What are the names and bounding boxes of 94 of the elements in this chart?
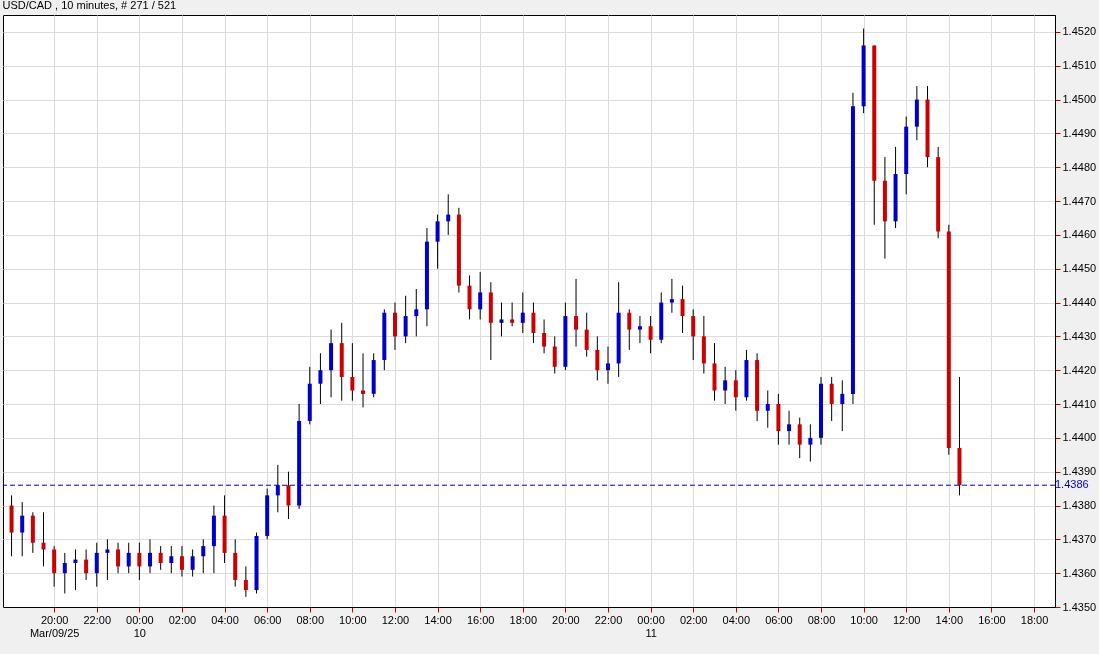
candlestick	[723, 366, 728, 405]
candlestick	[510, 302, 515, 327]
candlestick	[179, 545, 184, 578]
candlestick	[62, 552, 67, 594]
candlestick	[574, 278, 579, 348]
candlestick	[627, 308, 632, 351]
x-tick-label: 10:00	[339, 613, 367, 626]
candlestick	[414, 288, 419, 337]
y-tick-label: 1.4480	[1062, 160, 1097, 173]
chart-title: USD/CAD , 10 minutes, # 271 / 521	[2, 0, 177, 11]
candlestick	[520, 291, 525, 334]
y-tick-label: 1.4430	[1062, 329, 1097, 342]
y-tick-label: 1.4450	[1062, 262, 1097, 275]
candlestick	[595, 335, 600, 381]
y-tick-label: 1.4440	[1062, 296, 1097, 309]
x-tick-label: 04:00	[211, 613, 239, 626]
candlestick	[318, 352, 323, 405]
candlestick	[84, 548, 89, 581]
candlestick	[169, 545, 174, 574]
y-tick-label: 1.4350	[1062, 600, 1097, 613]
x-tick-label: 02:00	[168, 613, 197, 626]
candlestick	[148, 538, 153, 574]
x-tick-label: 06:00	[765, 613, 793, 626]
y-tick-label: 1.4400	[1062, 431, 1097, 444]
y-tick-label: 1.4520	[1062, 25, 1097, 38]
candlestick	[637, 315, 642, 344]
x-tick-label: 16:00	[978, 613, 1006, 626]
candlestick	[435, 214, 440, 270]
y-tick-label: 1.4360	[1062, 566, 1097, 579]
candlestick	[20, 501, 25, 557]
candlestick	[350, 342, 355, 402]
x-tick-label: 06:00	[253, 613, 282, 626]
candlestick	[680, 285, 685, 334]
y-tick-label: 1.4420	[1062, 363, 1097, 376]
x-tick-label: 16:00	[466, 613, 495, 626]
candlestick	[392, 302, 397, 351]
candlestick	[605, 346, 610, 385]
candlestick	[829, 376, 834, 422]
candlestick	[52, 545, 57, 588]
candlestick	[499, 302, 504, 337]
y-tick-label: 1.4510	[1062, 59, 1097, 72]
candlestick	[467, 274, 472, 320]
candlestick	[478, 271, 483, 320]
x-tick-label: 22:00	[594, 613, 623, 626]
candlestick	[126, 542, 131, 574]
candlestick	[787, 410, 792, 446]
candlestick	[158, 545, 163, 571]
x-tick-label: 12:00	[892, 613, 921, 626]
y-tick-label: 1.4470	[1062, 194, 1097, 207]
x-tick-label: 18:00	[509, 613, 538, 626]
candlestick	[691, 308, 696, 361]
candlestick	[190, 548, 195, 578]
candlestick	[201, 538, 206, 574]
y-tick-label: 1.4460	[1062, 228, 1097, 241]
candlestick	[286, 471, 291, 520]
x-tick-label: 04:00	[722, 613, 751, 626]
x-tick-label: 08:00	[807, 613, 836, 626]
x-tick-label: 14:00	[424, 613, 452, 626]
y-tick-label: 1.4370	[1062, 532, 1097, 545]
candlestick	[403, 295, 408, 344]
y-tick-label: 1.4490	[1062, 126, 1097, 139]
y-tick-label: 1.4410	[1062, 397, 1097, 410]
candlestick	[116, 542, 121, 574]
x-tick-label: 18:00	[1020, 613, 1049, 626]
candlestick	[840, 379, 845, 432]
x-tick-label: 00:00 10	[126, 613, 154, 639]
x-tick-label: 22:00	[83, 613, 112, 626]
candlestick	[105, 538, 110, 581]
candlestick	[808, 423, 813, 463]
y-tick-label: 1.4500	[1062, 93, 1097, 106]
candlestick	[137, 542, 142, 581]
ref-line-label: 1.4386	[1055, 478, 1089, 491]
y-tick-label: 1.4390	[1062, 465, 1097, 478]
x-tick-label: 00:00 11	[637, 613, 665, 639]
y-tick-label: 1.4380	[1062, 499, 1097, 512]
candlestick	[733, 369, 738, 412]
x-tick-label: 12:00	[381, 613, 410, 626]
x-tick-label: 10:00	[850, 613, 878, 626]
candlestick	[542, 318, 547, 354]
candlestick	[94, 542, 99, 588]
x-tick-label: 02:00	[679, 613, 708, 626]
candlestick	[648, 315, 653, 354]
candlestick	[361, 352, 366, 408]
x-tick-label: 14:00	[935, 613, 964, 626]
candlestick	[797, 417, 802, 459]
candlestick	[765, 390, 770, 429]
candlestick	[243, 565, 248, 598]
x-tick-label: 08:00	[296, 613, 325, 626]
candlestick	[531, 302, 536, 344]
candlestick	[584, 312, 589, 358]
candlestick	[552, 335, 557, 375]
candlestick	[669, 278, 674, 314]
x-tick-label: 20:00 Mar/09/25	[29, 613, 80, 639]
x-tick-label: 20:00	[552, 613, 580, 626]
